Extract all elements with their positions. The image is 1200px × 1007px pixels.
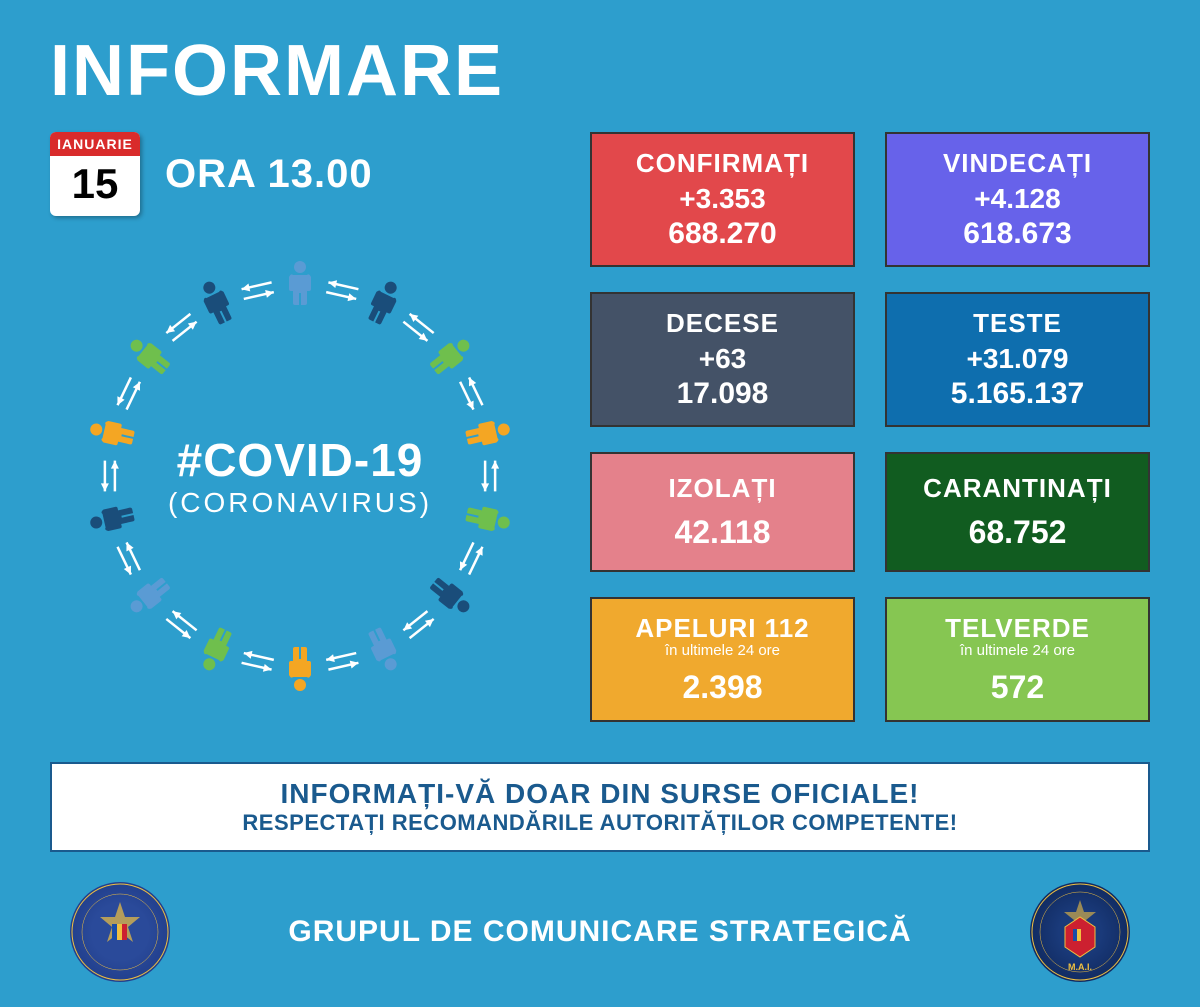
stat-label: CONFIRMAȚI [612, 148, 833, 179]
stat-box: CARANTINAȚI 68.752 [885, 452, 1150, 572]
stat-label: CARANTINAȚI [907, 473, 1128, 504]
content-row: IANUARIE 15 ORA 13.00 #COVID-19 (CORONAV… [0, 132, 1200, 722]
stat-sublabel: în ultimele 24 ore [907, 642, 1128, 659]
footer-text: GRUPUL DE COMUNICARE STRATEGICĂ [288, 915, 911, 949]
info-banner: INFORMAȚI-VĂ DOAR DIN SURSE OFICIALE! RE… [50, 762, 1150, 852]
stat-delta: +3.353 [612, 183, 833, 215]
stat-sublabel: în ultimele 24 ore [612, 642, 833, 659]
calendar-icon: IANUARIE 15 [50, 132, 140, 216]
stat-delta: +31.079 [907, 343, 1128, 375]
stat-single: 68.752 [907, 514, 1128, 551]
calendar-day: 15 [50, 156, 140, 216]
stat-total: 17.098 [612, 377, 833, 411]
stat-single: 2.398 [612, 669, 833, 706]
stat-single: 572 [907, 669, 1128, 706]
stat-label: TESTE [907, 308, 1128, 339]
calendar-month: IANUARIE [50, 132, 140, 156]
date-time-row: IANUARIE 15 ORA 13.00 [50, 132, 550, 216]
circle-hashtag: #COVID-19 [168, 433, 432, 487]
footer: GRUPUL DE COMUNICARE STRATEGICĂ M.A.I. [0, 872, 1200, 982]
stat-total: 688.270 [612, 217, 833, 251]
stat-label: IZOLAȚI [612, 473, 833, 504]
stat-box: IZOLAȚI 42.118 [590, 452, 855, 572]
mai-logo-icon: M.A.I. [1030, 882, 1130, 982]
banner-line1: INFORMAȚI-VĂ DOAR DIN SURSE OFICIALE! [72, 778, 1128, 810]
stat-single: 42.118 [612, 514, 833, 551]
stat-total: 618.673 [907, 217, 1128, 251]
circle-text: #COVID-19 (CORONAVIRUS) [168, 433, 432, 519]
stat-box: APELURI 112în ultimele 24 ore 2.398 [590, 597, 855, 722]
left-panel: IANUARIE 15 ORA 13.00 #COVID-19 (CORONAV… [50, 132, 550, 722]
stat-total: 5.165.137 [907, 377, 1128, 411]
stat-label: TELVERDE [907, 613, 1128, 644]
stat-label: APELURI 112 [612, 613, 833, 644]
circle-subtitle: (CORONAVIRUS) [168, 487, 432, 519]
stat-box: VINDECAȚI +4.128618.673 [885, 132, 1150, 267]
time-label: ORA 13.00 [165, 152, 373, 197]
gov-logo-icon [70, 882, 170, 982]
stat-label: DECESE [612, 308, 833, 339]
svg-text:M.A.I.: M.A.I. [1068, 962, 1092, 972]
banner-line2: RESPECTAȚI RECOMANDĂRILE AUTORITĂȚILOR C… [72, 810, 1128, 836]
page-title: INFORMARE [0, 0, 1200, 132]
stat-box: DECESE +6317.098 [590, 292, 855, 427]
stat-label: VINDECAȚI [907, 148, 1128, 179]
people-circle-diagram: #COVID-19 (CORONAVIRUS) [70, 246, 530, 706]
stat-box: CONFIRMAȚI +3.353688.270 [590, 132, 855, 267]
stat-box: TELVERDEîn ultimele 24 ore 572 [885, 597, 1150, 722]
stat-box: TESTE +31.0795.165.137 [885, 292, 1150, 427]
stat-delta: +4.128 [907, 183, 1128, 215]
stats-grid: CONFIRMAȚI +3.353688.270 VINDECAȚI +4.12861… [590, 132, 1150, 722]
stat-delta: +63 [612, 343, 833, 375]
